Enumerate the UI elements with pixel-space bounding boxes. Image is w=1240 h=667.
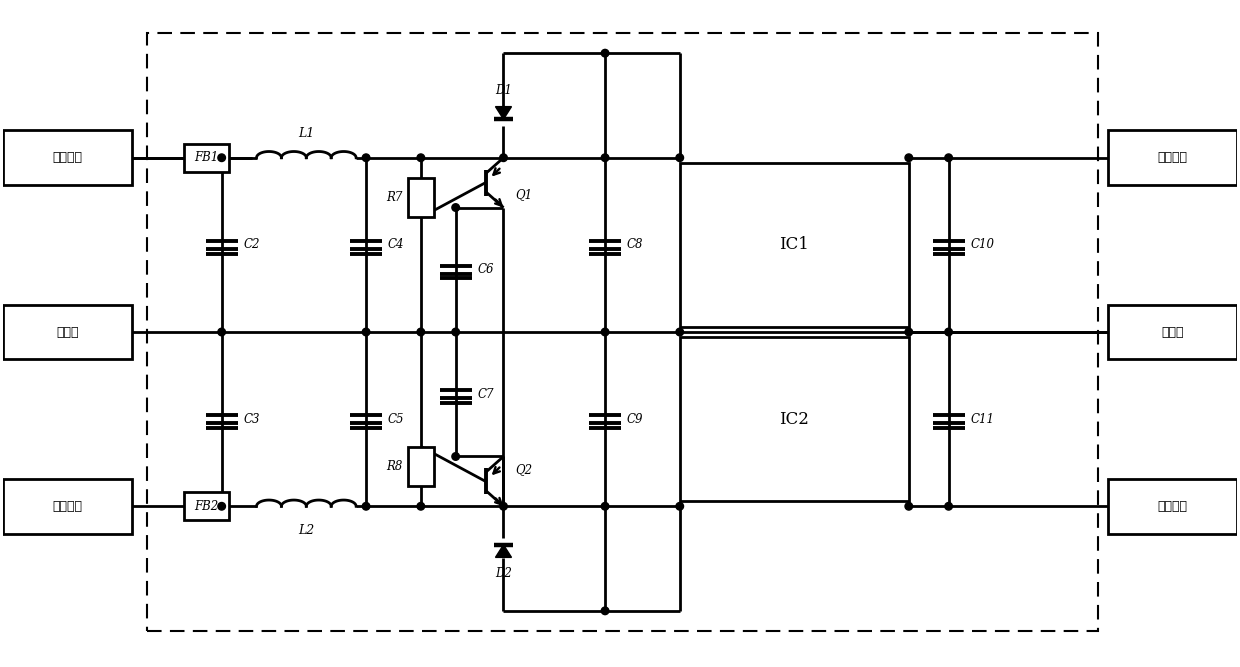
Text: C10: C10 [971, 238, 994, 251]
Circle shape [676, 502, 683, 510]
Text: Q1: Q1 [516, 188, 532, 201]
Circle shape [945, 328, 952, 336]
Circle shape [676, 328, 683, 336]
Text: C8: C8 [627, 238, 644, 251]
Circle shape [451, 203, 460, 211]
Circle shape [601, 49, 609, 57]
Text: C9: C9 [627, 413, 644, 426]
Circle shape [362, 154, 370, 161]
Bar [1109, 130, 1238, 185]
Text: L1: L1 [298, 127, 315, 140]
Bar [1109, 479, 1238, 534]
Bar [2, 130, 131, 185]
Bar [148, 33, 1097, 631]
Text: 正电源出: 正电源出 [1158, 151, 1188, 164]
Text: 负电源出: 负电源出 [1158, 500, 1188, 513]
Text: FB2: FB2 [195, 500, 218, 513]
Bar [185, 144, 229, 171]
Circle shape [500, 502, 507, 510]
Circle shape [451, 328, 460, 336]
Text: 电源地: 电源地 [56, 325, 78, 339]
Circle shape [676, 154, 683, 161]
Text: D2: D2 [495, 568, 512, 580]
Text: L2: L2 [298, 524, 315, 537]
Text: 负电源入: 负电源入 [52, 500, 82, 513]
Text: IC2: IC2 [779, 411, 810, 428]
Text: C3: C3 [243, 413, 260, 426]
Bar [2, 305, 131, 360]
Bar [2, 479, 131, 534]
Circle shape [905, 502, 913, 510]
Bar [408, 177, 434, 217]
Circle shape [218, 154, 226, 161]
Circle shape [500, 154, 507, 161]
Circle shape [945, 154, 952, 161]
Bar [680, 163, 909, 327]
Circle shape [417, 502, 424, 510]
Circle shape [417, 154, 424, 161]
Bar [408, 446, 434, 486]
Circle shape [945, 502, 952, 510]
Circle shape [601, 328, 609, 336]
Circle shape [451, 453, 460, 460]
Text: C5: C5 [388, 413, 404, 426]
Text: 正电源入: 正电源入 [52, 151, 82, 164]
Circle shape [601, 154, 609, 161]
Text: R7: R7 [387, 191, 403, 204]
Text: R8: R8 [387, 460, 403, 473]
Text: C4: C4 [388, 238, 404, 251]
Circle shape [362, 502, 370, 510]
Bar [185, 492, 229, 520]
Text: Q2: Q2 [516, 463, 532, 476]
Text: C6: C6 [477, 263, 494, 276]
Circle shape [905, 154, 913, 161]
Circle shape [905, 328, 913, 336]
Text: C7: C7 [477, 388, 494, 401]
Polygon shape [496, 107, 512, 119]
Bar [680, 337, 909, 502]
Circle shape [601, 502, 609, 510]
Polygon shape [496, 545, 512, 558]
Text: IC1: IC1 [779, 236, 810, 253]
Bar [1109, 305, 1238, 360]
Text: C11: C11 [971, 413, 994, 426]
Text: D1: D1 [495, 83, 512, 97]
Text: FB1: FB1 [195, 151, 218, 164]
Circle shape [362, 328, 370, 336]
Circle shape [417, 328, 424, 336]
Circle shape [601, 607, 609, 614]
Text: 电源地: 电源地 [1162, 325, 1184, 339]
Circle shape [218, 502, 226, 510]
Circle shape [218, 328, 226, 336]
Text: C2: C2 [243, 238, 260, 251]
